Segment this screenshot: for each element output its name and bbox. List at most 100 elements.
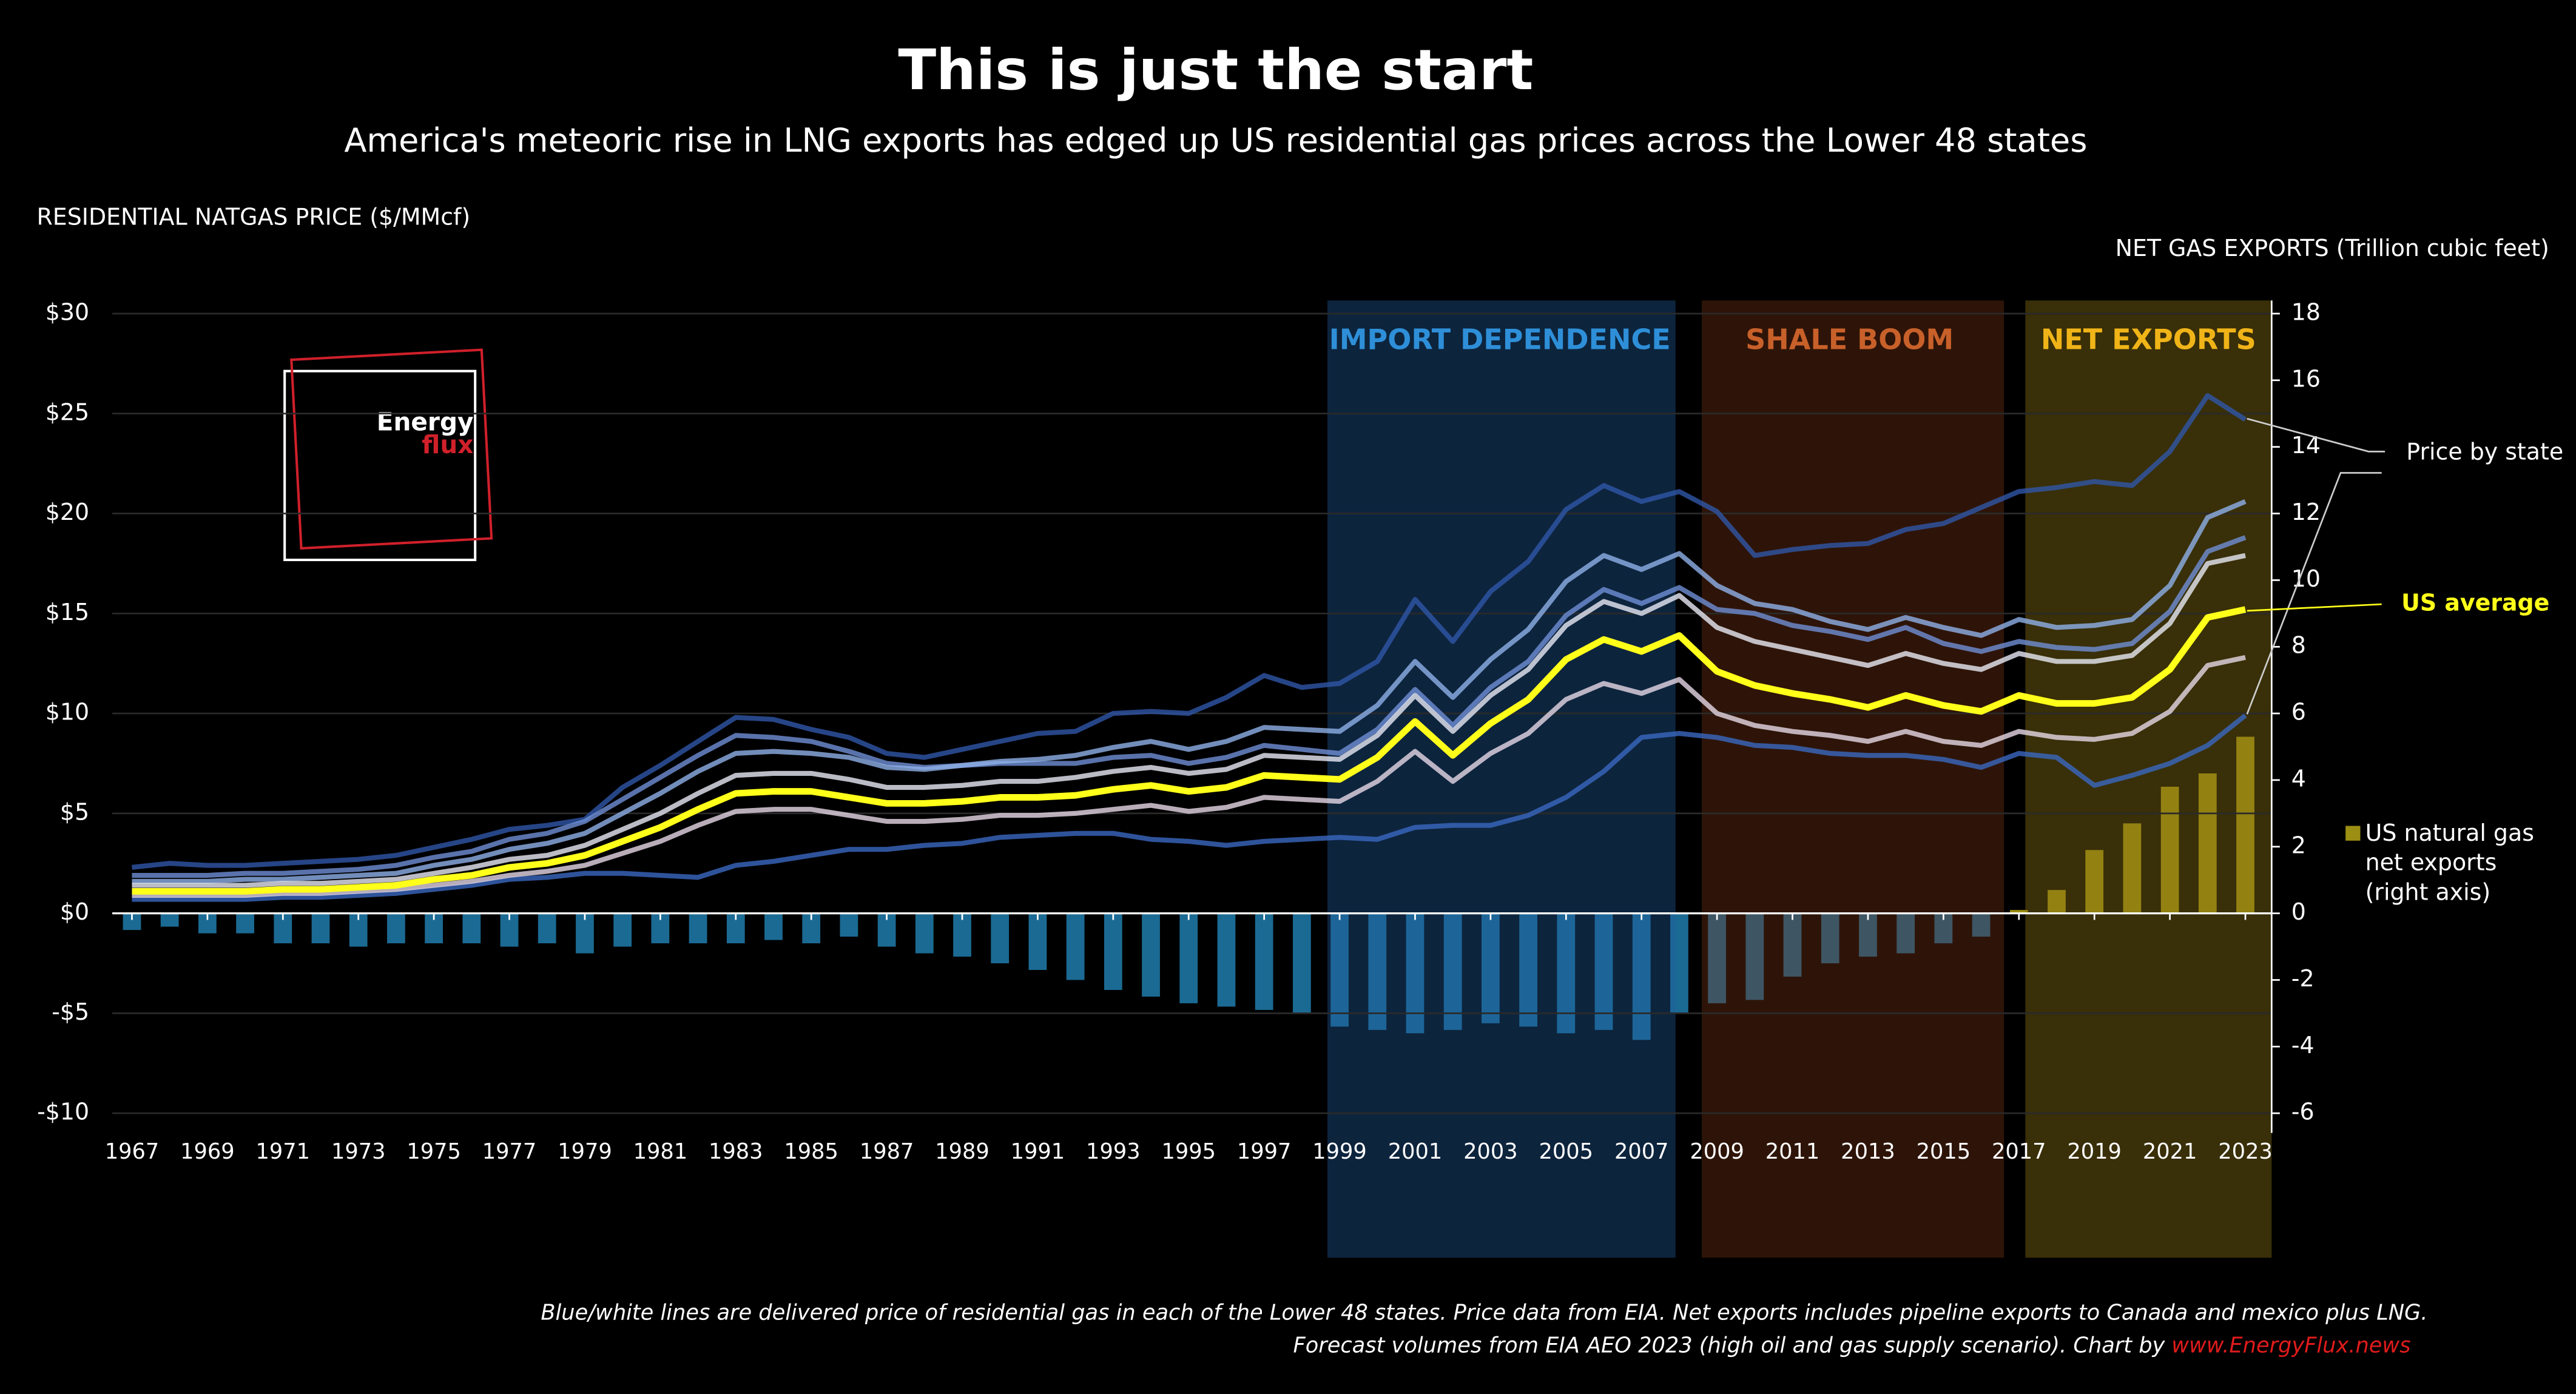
bands [1327, 300, 2272, 1258]
x-tick-label: 1971 [256, 1139, 311, 1164]
y2-axis-label: NET GAS EXPORTS (Trillion cubic feet) [2116, 235, 2549, 261]
bar [576, 913, 594, 954]
bar [1594, 913, 1613, 1030]
bar [311, 913, 330, 944]
bar [1066, 913, 1085, 980]
bar [613, 913, 632, 947]
x-tick-label: 1999 [1312, 1139, 1367, 1164]
x-tick-label: 1973 [331, 1139, 386, 1164]
x-tick-label: 1991 [1011, 1139, 1065, 1164]
x-tick-label: 1975 [406, 1139, 461, 1164]
bar [1670, 913, 1688, 1014]
bar [1368, 913, 1387, 1030]
x-tick-label: 2015 [1917, 1139, 1971, 1164]
bar [1972, 913, 1991, 937]
bar [1783, 913, 1802, 977]
band-label: NET EXPORTS [2041, 323, 2256, 355]
leader-line [2247, 417, 2385, 453]
legend: US natural gas net exports (right axis) [2365, 821, 2534, 907]
average-line [132, 606, 2247, 895]
annotation-leaders [2246, 417, 2385, 715]
bar [1519, 913, 1537, 1027]
x-tick-label: 1987 [860, 1139, 914, 1164]
x-tick-label: 1989 [935, 1139, 990, 1164]
y-tick-label: -$10 [37, 1099, 89, 1125]
bar [2236, 736, 2254, 914]
bar [2085, 850, 2104, 914]
legend-label: US natural gas net exports (right axis) [2365, 821, 2534, 907]
x-tick-label: 2009 [1690, 1139, 1744, 1164]
x-tick-label: 1997 [1237, 1139, 1292, 1164]
annotation: Price by state [2406, 439, 2563, 465]
x-tick-label: 1985 [784, 1139, 838, 1164]
x-tick-label: 2013 [1841, 1139, 1895, 1164]
bar [2048, 890, 2066, 914]
x-tick-label: 1981 [633, 1139, 688, 1164]
y-tick-label: $20 [46, 499, 89, 525]
y2-tick-label: 0 [2291, 898, 2306, 925]
bar [991, 913, 1010, 963]
band-label: SHALE BOOM [1745, 323, 1954, 355]
y2-tick-label: 14 [2291, 432, 2321, 459]
y2-tick-label: -6 [2291, 1099, 2315, 1125]
y2-tick-label: 6 [2291, 699, 2306, 726]
x-tick-label: 2017 [1992, 1139, 2046, 1164]
y-tick-label: $5 [60, 798, 89, 825]
y2-tick-label: 8 [2291, 632, 2306, 659]
state-line [132, 393, 2247, 870]
band [1702, 300, 2004, 1258]
y2-tick-label: -4 [2291, 1032, 2315, 1059]
x-tick-label: 2023 [2218, 1139, 2273, 1164]
legend-swatch [2345, 826, 2361, 841]
band [1327, 300, 1676, 1258]
state-line [132, 713, 2247, 902]
bar [1632, 913, 1651, 1040]
y2-tick-label: -2 [2291, 965, 2315, 992]
bar [2198, 773, 2217, 914]
bar [2123, 823, 2142, 914]
bar [1255, 913, 1273, 1010]
bar [1708, 913, 1727, 1003]
x-tick-label: 2005 [1539, 1139, 1594, 1164]
y-tick-label: $0 [60, 898, 89, 925]
legend-label: US average [2401, 590, 2549, 616]
leader-line [2247, 603, 2382, 612]
x-tick-label: 1977 [482, 1139, 537, 1164]
bar [1897, 913, 1915, 954]
bar [1859, 913, 1877, 957]
bar [387, 913, 405, 944]
band [2025, 300, 2272, 1258]
x-tick-label: 2011 [1765, 1139, 1820, 1164]
bar [1443, 913, 1462, 1030]
state-line [132, 535, 2247, 878]
logo-text: Energy [377, 407, 474, 436]
y-tick-label: $30 [46, 298, 89, 325]
logo: Energy flux [283, 348, 493, 562]
footnote: Forecast volumes from EIA AEO 2023 (high… [1293, 1333, 2166, 1358]
bar [953, 913, 971, 957]
bar [1292, 913, 1311, 1014]
state-line [132, 655, 2246, 898]
bar [1142, 913, 1160, 997]
logo-frame [283, 369, 477, 562]
y2-tick-label: 12 [2291, 499, 2321, 525]
bar [538, 913, 556, 944]
y-axis-label: RESIDENTIAL NATGAS PRICE ($/MMcf) [36, 203, 470, 230]
x-tick-label: 1979 [558, 1139, 612, 1164]
footnote: Blue/white lines are delivered price of … [541, 1300, 2427, 1325]
y2-tick-label: 16 [2291, 365, 2321, 392]
x-tick-label: 2001 [1388, 1139, 1443, 1164]
band-label: IMPORT DEPENDENCE [1329, 323, 1671, 355]
y-tick-label: $25 [46, 399, 89, 425]
state-line [132, 499, 2247, 884]
axes: -$10-$5$0$5$10$15$20$25$30-6-4-202468101… [37, 298, 2321, 1164]
bar [2009, 910, 2028, 914]
x-tick-label: 1993 [1086, 1139, 1141, 1164]
x-tick-label: 2019 [2067, 1139, 2122, 1164]
x-tick-label: 1969 [180, 1139, 235, 1164]
state-line [132, 553, 2246, 888]
y2-tick-label: 18 [2291, 298, 2321, 325]
